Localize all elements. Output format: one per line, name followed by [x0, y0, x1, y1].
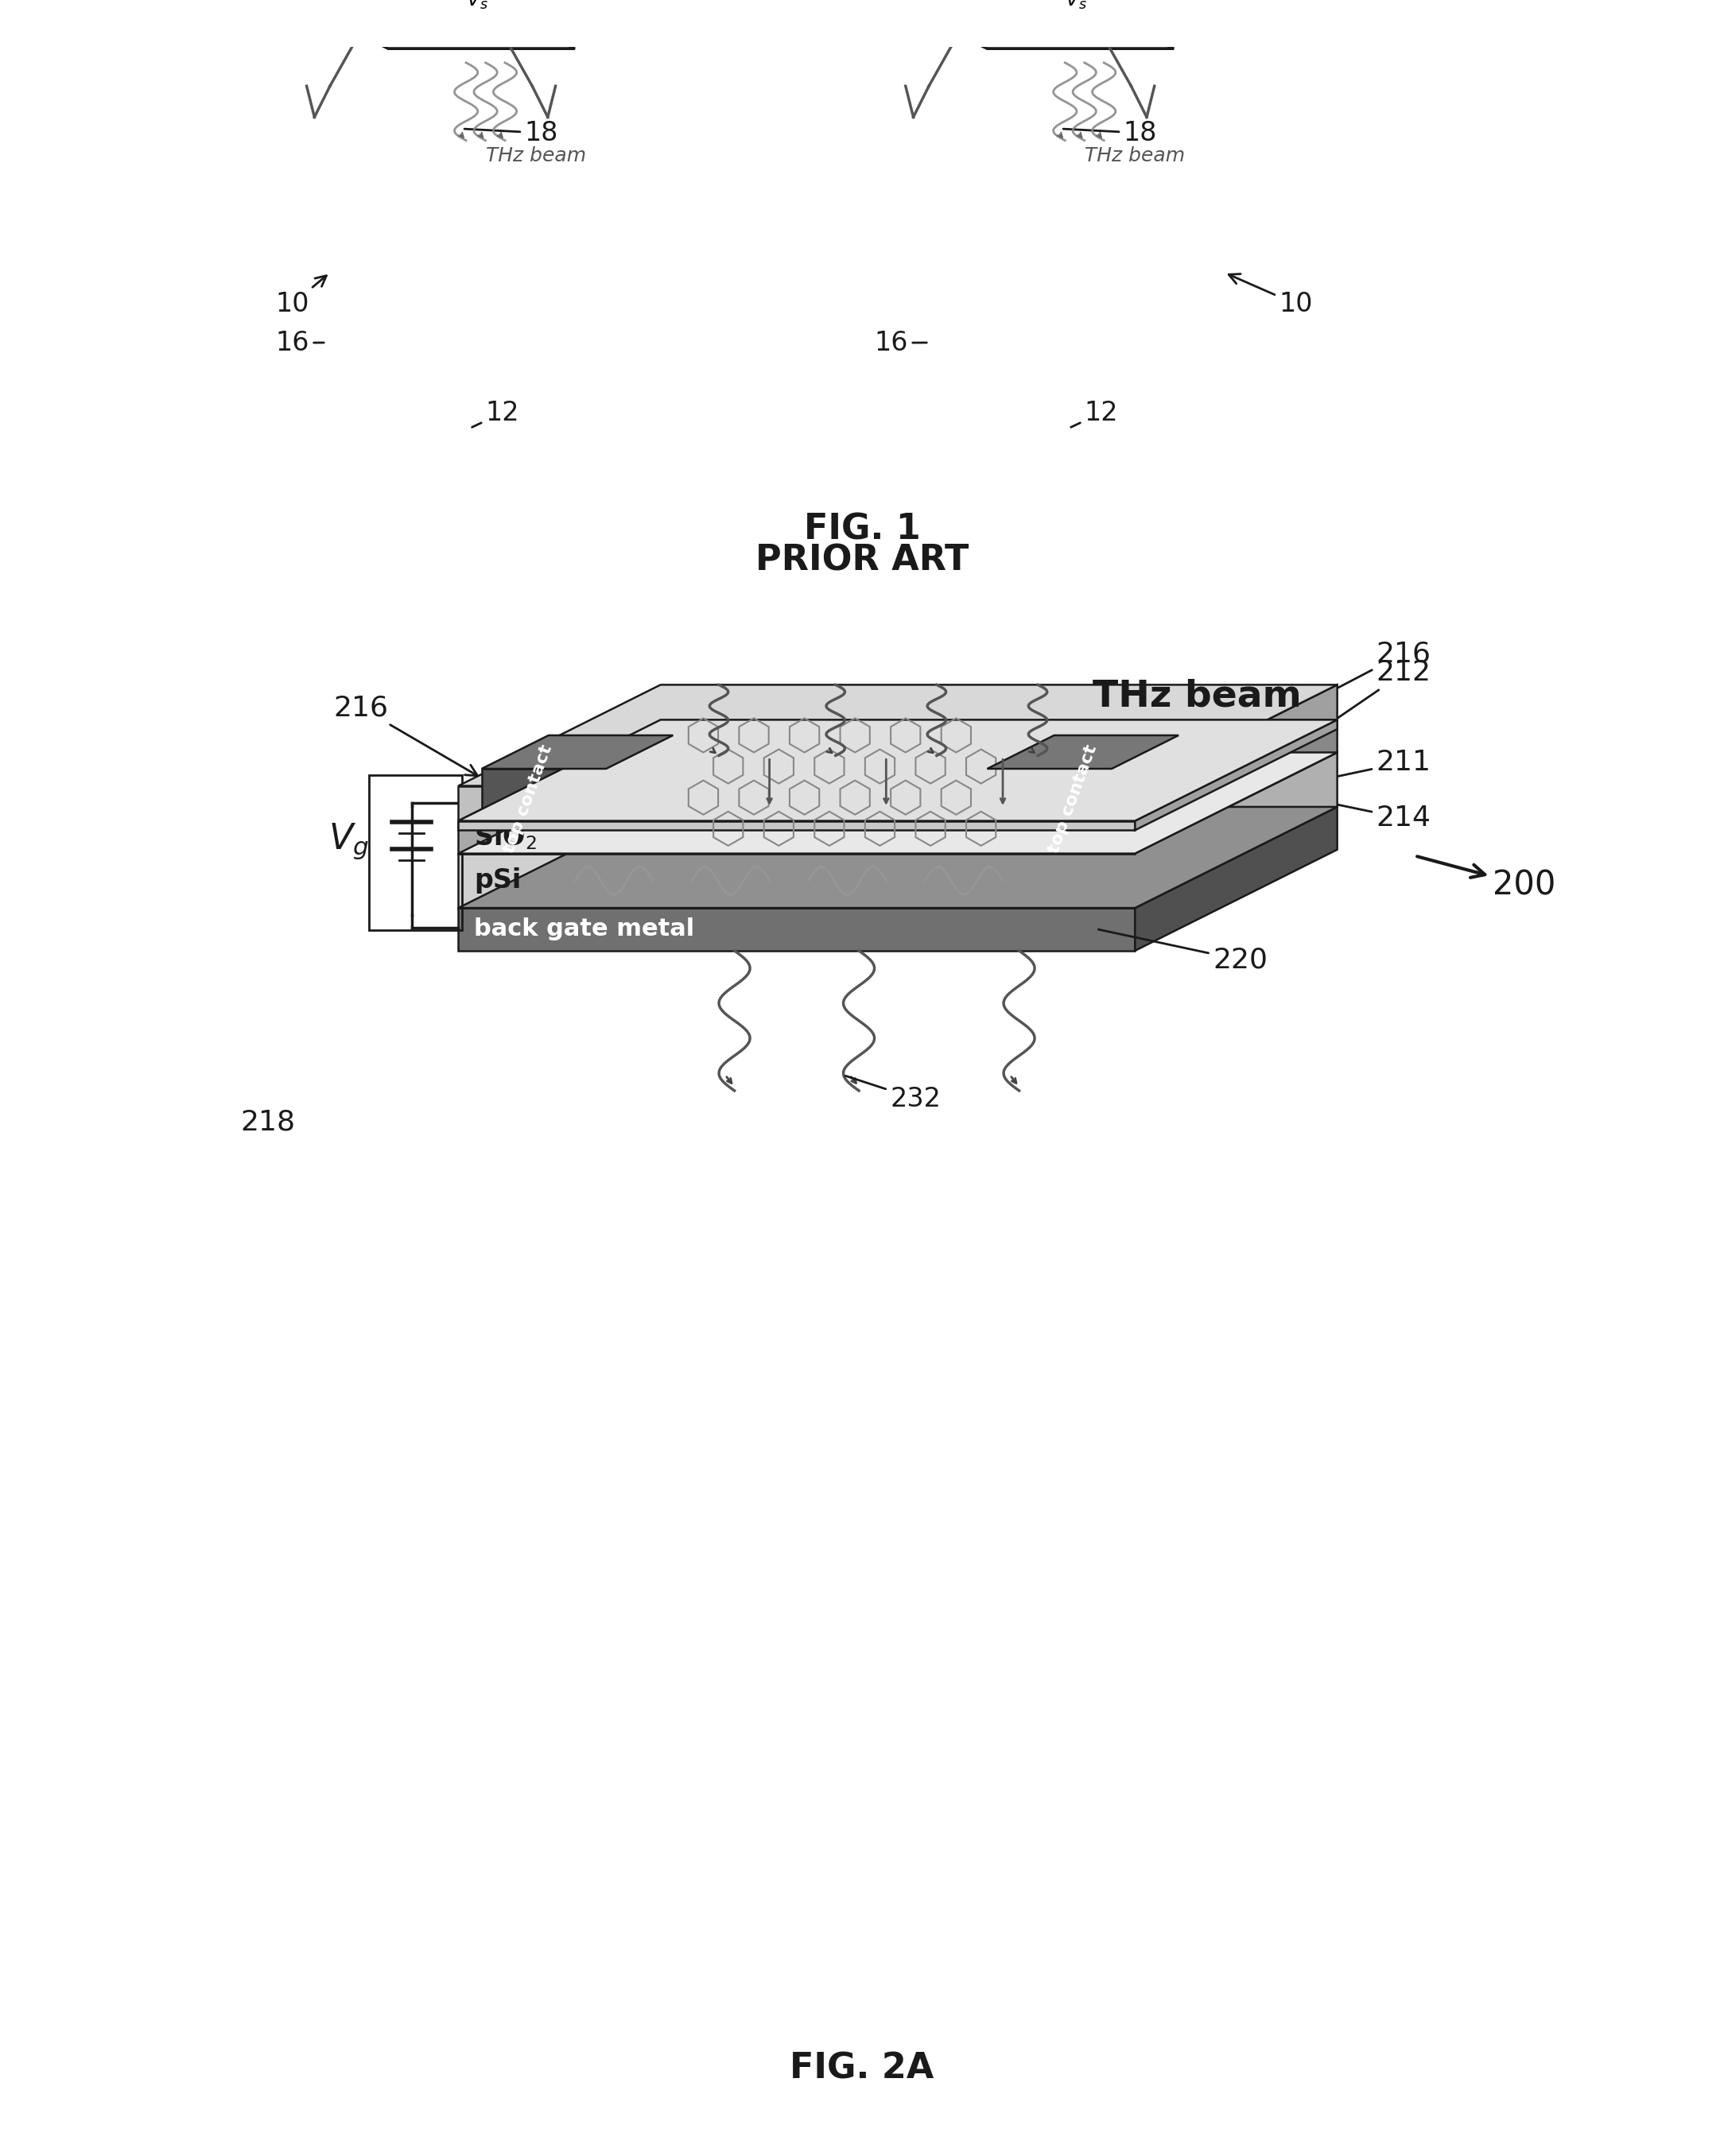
Polygon shape	[936, 0, 1124, 24]
Text: +: +	[965, 0, 979, 13]
Text: top contact: top contact	[1046, 742, 1100, 856]
Text: 218: 218	[241, 1108, 295, 1136]
Text: THz beam: THz beam	[486, 147, 586, 166]
Text: 216: 216	[334, 694, 478, 776]
Text: -: -	[1103, 0, 1110, 13]
Polygon shape	[314, 0, 610, 15]
Text: 214: 214	[1331, 804, 1431, 832]
Text: 200: 200	[1417, 856, 1557, 901]
Polygon shape	[341, 17, 381, 30]
Polygon shape	[338, 24, 576, 50]
Text: top contact: top contact	[502, 742, 555, 856]
Text: +: +	[953, 0, 967, 13]
Text: THz beam: THz beam	[1093, 679, 1302, 714]
Polygon shape	[481, 735, 672, 770]
Text: -: -	[1031, 0, 1038, 13]
Polygon shape	[481, 17, 521, 30]
Polygon shape	[1146, 0, 1209, 15]
Polygon shape	[936, 24, 1174, 50]
Text: 10: 10	[276, 276, 326, 317]
Polygon shape	[459, 752, 1338, 854]
Polygon shape	[1112, 735, 1179, 811]
Polygon shape	[941, 30, 996, 39]
Text: +: +	[1015, 0, 1028, 13]
Polygon shape	[459, 686, 1338, 787]
Text: -: -	[1067, 0, 1074, 13]
Polygon shape	[459, 821, 1134, 854]
Polygon shape	[1134, 686, 1338, 821]
Text: $V_s$: $V_s$	[465, 0, 488, 11]
Text: $V_g$: $V_g$	[328, 821, 369, 860]
Polygon shape	[914, 0, 1209, 15]
Polygon shape	[459, 854, 1134, 908]
Polygon shape	[1134, 720, 1338, 830]
Text: -: -	[1079, 0, 1086, 13]
Text: +: +	[978, 0, 991, 13]
Text: 12: 12	[1071, 399, 1119, 427]
Text: -: -	[1091, 0, 1098, 13]
Text: 16: 16	[276, 330, 324, 356]
Text: -: -	[1043, 0, 1048, 13]
Polygon shape	[1134, 752, 1338, 908]
Polygon shape	[941, 17, 979, 30]
Polygon shape	[548, 0, 610, 15]
Polygon shape	[988, 770, 1112, 811]
Polygon shape	[1134, 720, 1338, 854]
Text: 12: 12	[472, 399, 519, 427]
Text: 210: 210	[955, 701, 1146, 729]
Polygon shape	[459, 787, 1134, 821]
Text: THz beam: THz beam	[1084, 147, 1184, 166]
Text: 18: 18	[1064, 121, 1157, 147]
Text: 232: 232	[845, 1076, 941, 1112]
Polygon shape	[1081, 17, 1119, 30]
Text: 18: 18	[464, 121, 559, 147]
Text: 211: 211	[1331, 748, 1431, 778]
Text: pSi: pSi	[474, 867, 521, 895]
Polygon shape	[1081, 30, 1136, 39]
Polygon shape	[459, 908, 1134, 951]
Polygon shape	[481, 30, 538, 39]
Text: PRIOR ART: PRIOR ART	[755, 543, 969, 578]
Text: +: +	[941, 0, 955, 13]
Text: FIG. 1: FIG. 1	[803, 513, 921, 545]
Text: 230: 230	[564, 755, 729, 802]
Text: 10: 10	[1229, 274, 1312, 317]
Polygon shape	[988, 735, 1179, 770]
Text: +: +	[990, 0, 1003, 13]
Polygon shape	[1134, 806, 1338, 951]
Polygon shape	[459, 821, 1134, 830]
Text: -: -	[1055, 0, 1062, 13]
Polygon shape	[481, 770, 607, 811]
Text: +: +	[1002, 0, 1015, 13]
Text: SiO$_2$: SiO$_2$	[474, 824, 536, 852]
Polygon shape	[459, 720, 1338, 821]
Text: $V_s$: $V_s$	[1065, 0, 1088, 11]
Bar	[369, 774, 462, 931]
Text: 212: 212	[1331, 660, 1431, 722]
Text: 16: 16	[874, 330, 928, 356]
Text: FIG. 2A: FIG. 2A	[790, 2053, 934, 2087]
Text: 220: 220	[1098, 929, 1267, 972]
Polygon shape	[341, 30, 398, 39]
Polygon shape	[607, 735, 672, 811]
Polygon shape	[459, 806, 1338, 908]
Polygon shape	[459, 720, 1338, 821]
Text: 216: 216	[1315, 640, 1431, 699]
Text: back gate metal: back gate metal	[474, 918, 695, 940]
Polygon shape	[338, 0, 524, 24]
